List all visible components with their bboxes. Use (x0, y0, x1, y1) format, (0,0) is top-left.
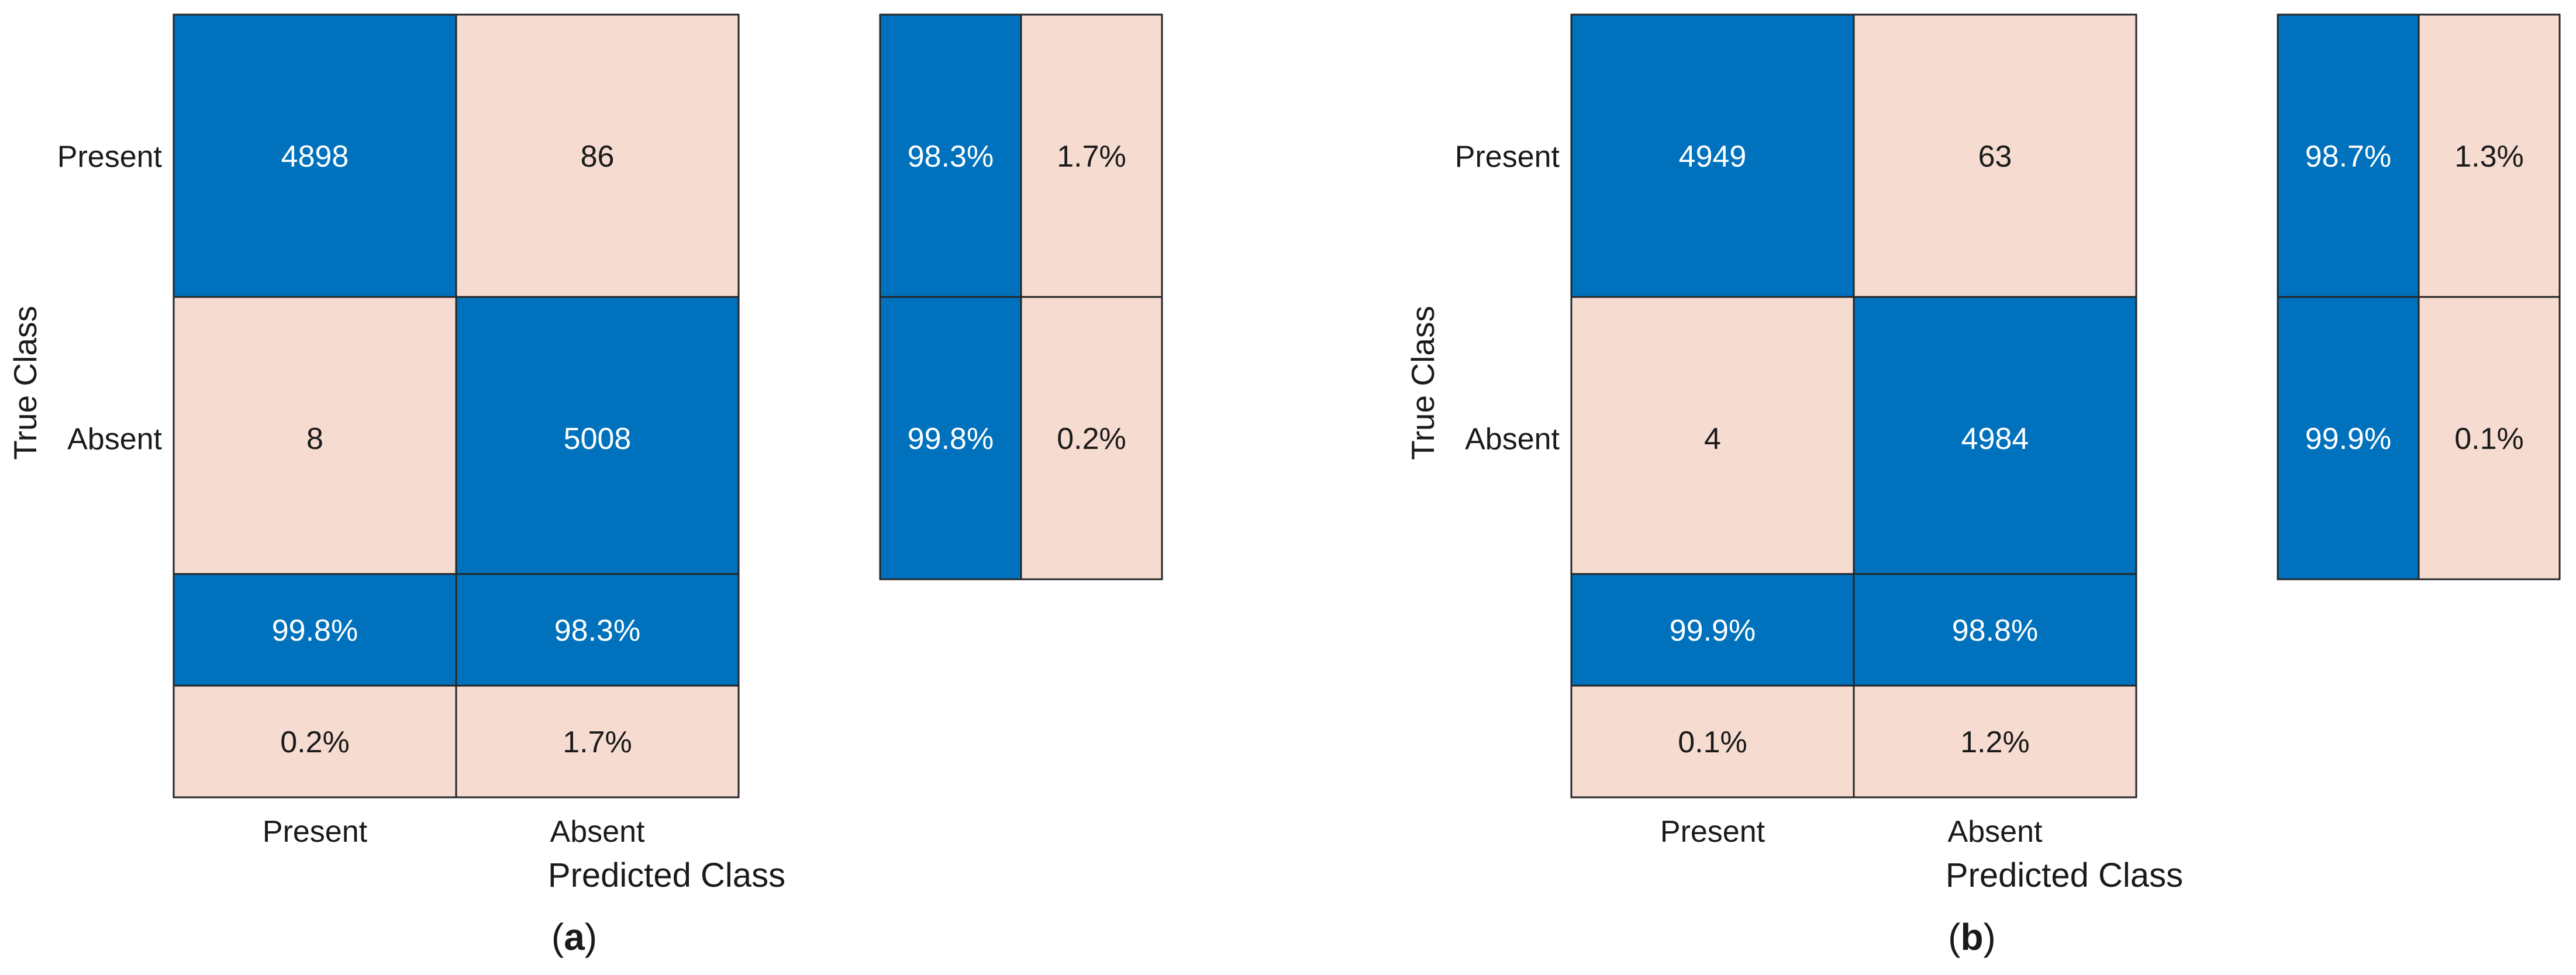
row-summary-value: 1.7% (1057, 140, 1126, 174)
column-summary: 99.9% 98.8% 0.1% 1.2% (1570, 573, 2137, 798)
y-tick-label: Present (1455, 140, 1560, 174)
column-summary-value: 98.3% (554, 614, 640, 648)
matrix-cell (1570, 296, 1855, 580)
matrix-cell (173, 296, 457, 580)
caption-open-paren: ( (1948, 916, 1960, 958)
x-axis-label: Predicted Class (1946, 856, 2183, 894)
matrix-cell (455, 296, 740, 580)
row-summary-cell (1020, 13, 1163, 298)
row-summary: 98.7% 1.3% 99.9% 0.1% (2277, 13, 2561, 580)
row-summary-cell (2418, 296, 2561, 580)
matrix-cell (173, 13, 457, 298)
row-summary-value: 0.1% (2454, 422, 2524, 456)
column-summary-cell (1853, 684, 2137, 798)
column-summary-cell (1853, 573, 2137, 687)
column-summary-value: 99.9% (1670, 614, 1756, 648)
matrix-cell-value: 8 (306, 422, 323, 456)
column-summary-cell (1570, 684, 1855, 798)
y-tick-label: Absent (67, 423, 162, 457)
column-summary-value: 99.8% (272, 614, 358, 648)
row-summary-cell (879, 13, 1022, 298)
caption-letter: b (1960, 916, 1983, 958)
y-axis-label: True Class (1405, 306, 1441, 460)
matrix-cell-value: 4984 (1961, 422, 2029, 456)
y-tick-label: Absent (1465, 423, 1560, 457)
x-tick-label: Present (1660, 815, 1765, 849)
caption-open-paren: ( (551, 916, 564, 958)
column-summary-cell (455, 573, 740, 687)
column-summary-value: 1.7% (563, 725, 632, 759)
caption-letter: a (564, 916, 585, 958)
confusion-matrix-panel: 4898 86 8 5008 98.3% 1.7% 99.8% 0.2% 99.8% 98.3% 0… (7, 13, 1163, 958)
x-axis-label: Predicted Class (548, 856, 785, 894)
panel-caption: (b) (1948, 916, 1996, 958)
column-summary: 99.8% 98.3% 0.2% 1.7% (173, 573, 740, 798)
caption-close-paren: ) (585, 916, 597, 958)
confusion-matrix-panel: 4949 63 4 4984 98.7% 1.3% 99.9% 0.1% 99.9% 98.8% 0… (1405, 13, 2561, 958)
matrix-cell-value: 86 (581, 140, 615, 174)
matrix-cell-value: 4 (1704, 422, 1721, 456)
main-matrix: 4949 63 4 4984 (1570, 13, 2137, 580)
matrix-cell (1853, 13, 2137, 298)
matrix-cell-value: 4898 (281, 140, 349, 174)
y-axis-label: True Class (7, 306, 43, 460)
matrix-cell-value: 63 (1978, 140, 2012, 174)
column-summary-value: 0.2% (280, 725, 350, 759)
row-summary-cell (2277, 296, 2420, 580)
matrix-cell (1570, 13, 1855, 298)
column-summary-cell (455, 684, 740, 798)
matrix-cell (1853, 296, 2137, 580)
column-summary-cell (1570, 573, 1855, 687)
y-tick-label: Present (57, 140, 163, 174)
row-summary-cell (879, 296, 1022, 580)
matrix-cell-value: 4949 (1679, 140, 1747, 174)
panel-caption: (a) (551, 916, 597, 958)
row-summary-value: 98.7% (2305, 140, 2391, 174)
row-summary-cell (2418, 13, 2561, 298)
row-summary-value: 0.2% (1057, 422, 1126, 456)
matrix-cell-value: 5008 (564, 422, 632, 456)
row-summary-value: 99.8% (908, 422, 994, 456)
caption-close-paren: ) (1984, 916, 1996, 958)
row-summary-cell (1020, 296, 1163, 580)
row-summary-value: 1.3% (2454, 140, 2524, 174)
x-tick-label: Present (263, 815, 368, 849)
column-summary-value: 98.8% (1952, 614, 2038, 648)
column-summary-value: 1.2% (1960, 725, 2030, 759)
matrix-cell (455, 13, 740, 298)
row-summary-cell (2277, 13, 2420, 298)
row-summary-value: 99.9% (2305, 422, 2391, 456)
x-tick-label: Absent (550, 815, 645, 849)
column-summary-value: 0.1% (1678, 725, 1747, 759)
main-matrix: 4898 86 8 5008 (173, 13, 740, 580)
row-summary-value: 98.3% (908, 140, 994, 174)
row-summary: 98.3% 1.7% 99.8% 0.2% (879, 13, 1163, 580)
x-tick-label: Absent (1948, 815, 2043, 849)
